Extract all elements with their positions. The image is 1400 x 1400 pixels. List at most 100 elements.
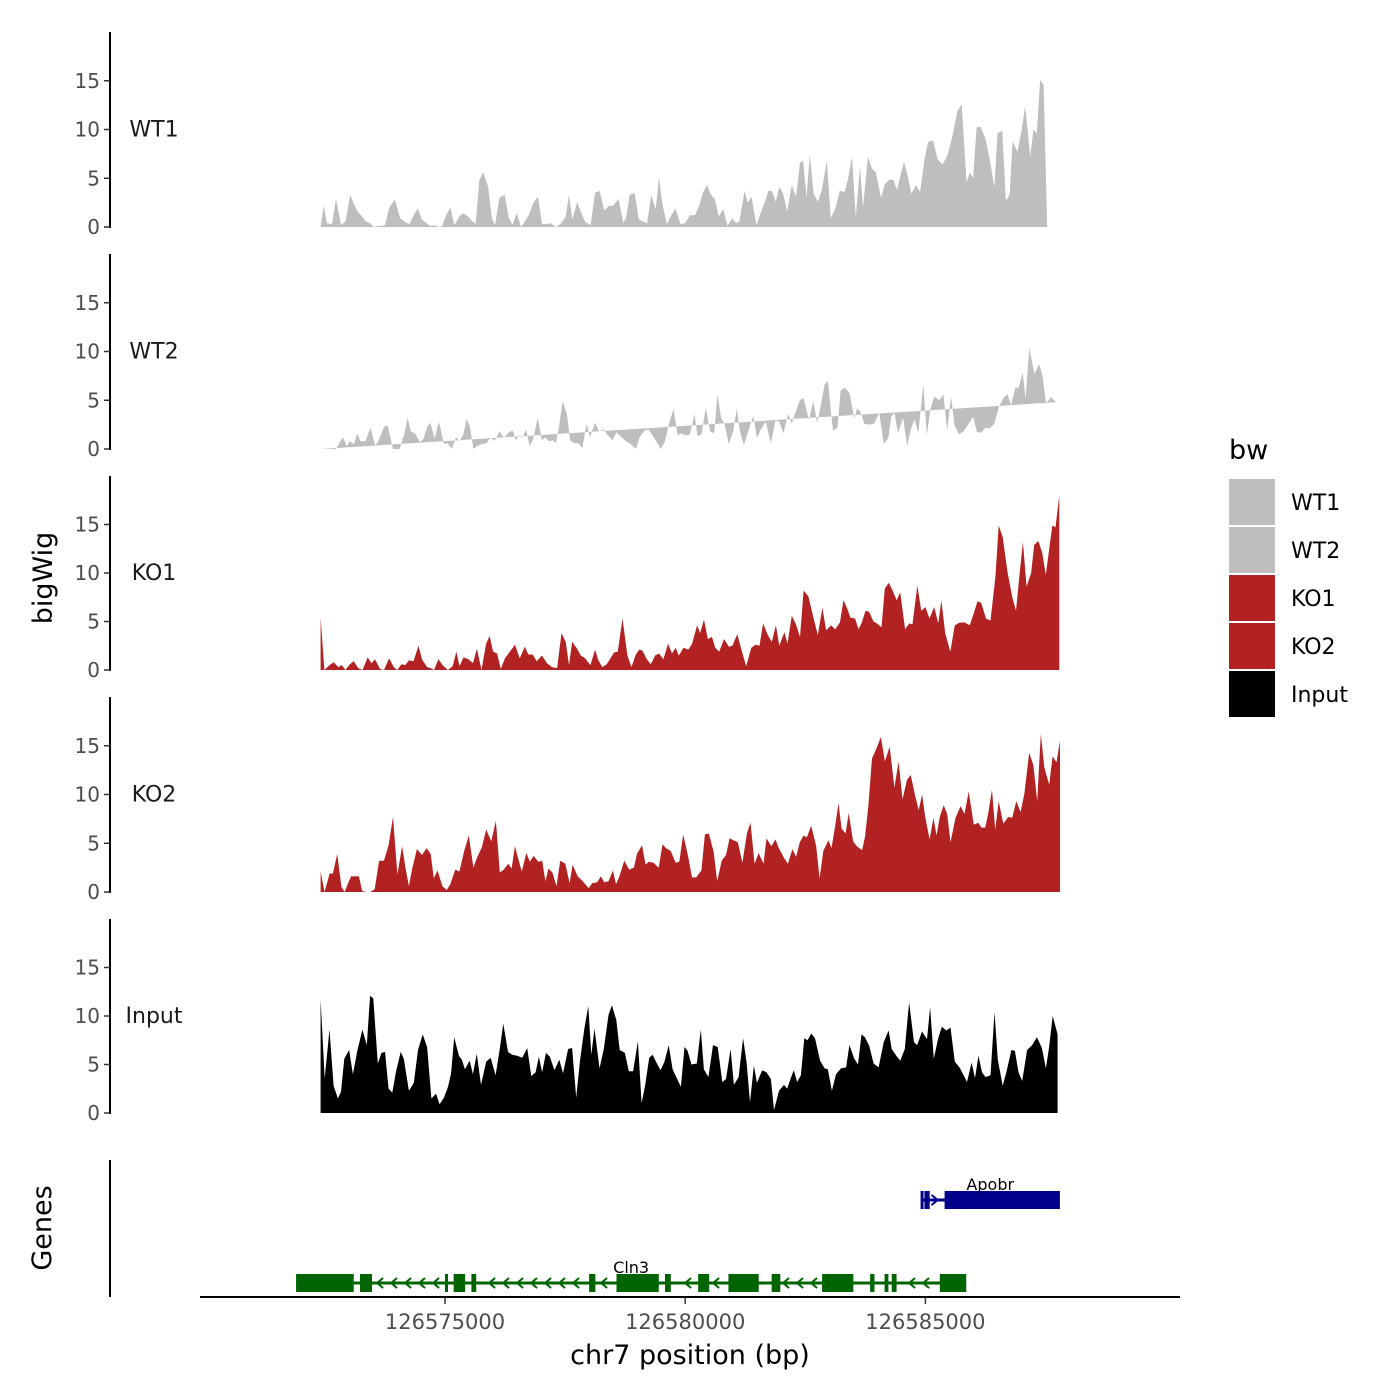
track-panel-ko1: 0 5 10 15 KO1 (75, 476, 1060, 682)
gene-exon (870, 1274, 875, 1292)
strand-chevron (711, 1277, 720, 1289)
y-tick-label: 15 (75, 513, 100, 537)
x-tick-label: 126585000 (865, 1310, 985, 1334)
x-tick-label: 126575000 (385, 1310, 505, 1334)
gene-apobr: Apobr (920, 1175, 1060, 1209)
gene-exon (453, 1274, 466, 1292)
gene-exon (944, 1191, 1060, 1209)
gene-exon (698, 1274, 710, 1292)
track-panel-wt2: 0 5 10 15 WT2 (75, 254, 1057, 461)
x-tick-label: 126580000 (625, 1310, 745, 1334)
strand-chevron (907, 1277, 916, 1289)
y-tick-label: 10 (75, 561, 100, 585)
gene-name-label: Apobr (966, 1175, 1014, 1194)
strand-chevron (403, 1277, 412, 1289)
legend-swatch (1229, 671, 1275, 717)
legend-swatch (1229, 623, 1275, 669)
y-tick-label: 0 (87, 437, 100, 461)
strand-chevron (375, 1277, 384, 1289)
signal-area-input (320, 995, 1058, 1113)
y-tick-label: 15 (75, 734, 100, 758)
signal-area-wt2 (320, 347, 1057, 449)
legend-label: KO1 (1291, 587, 1336, 612)
y-tick-label: 10 (75, 340, 100, 364)
y-tick-label: 10 (75, 118, 100, 142)
legend-item-input: Input (1229, 671, 1348, 717)
y-tick-label: 5 (87, 831, 100, 855)
y-tick-label: 0 (87, 658, 100, 682)
legend-item-wt1: WT1 (1229, 479, 1340, 525)
strand-chevron (529, 1277, 538, 1289)
signal-area-wt1 (320, 79, 1048, 227)
gene-exon (665, 1274, 671, 1292)
gene-exon (920, 1191, 924, 1209)
strand-chevron (795, 1277, 804, 1289)
legend-item-ko2: KO2 (1229, 623, 1336, 669)
strand-chevron (930, 1194, 940, 1206)
gene-exon (359, 1274, 372, 1292)
y-tick-label: 5 (87, 388, 100, 412)
track-label: WT2 (129, 340, 178, 365)
strand-chevron (501, 1277, 510, 1289)
track-label: KO1 (132, 561, 177, 586)
strand-chevron (431, 1277, 440, 1289)
legend-label: WT1 (1291, 491, 1340, 516)
gene-name-label: Cln3 (613, 1258, 649, 1277)
strand-chevron (389, 1277, 398, 1289)
gene-exon (924, 1191, 930, 1209)
strand-chevron (543, 1277, 552, 1289)
gene-exon (891, 1274, 897, 1292)
legend-title: bw (1229, 435, 1268, 466)
y-axis-title: bigWig (28, 532, 59, 625)
gene-exon (589, 1274, 596, 1292)
gene-exon (771, 1274, 781, 1292)
strand-chevron (781, 1277, 790, 1289)
strand-chevron (487, 1277, 496, 1289)
y-tick-label: 0 (87, 1101, 100, 1125)
legend-swatch (1229, 575, 1275, 621)
y-tick-label: 0 (87, 215, 100, 239)
legend-label: KO2 (1291, 635, 1336, 660)
gene-exon (822, 1274, 854, 1292)
legend-swatch (1229, 527, 1275, 573)
track-label: WT1 (129, 118, 178, 143)
y-tick-label: 5 (87, 166, 100, 190)
strand-chevron (599, 1277, 608, 1289)
x-axis-title: chr7 position (bp) (570, 1340, 810, 1371)
gene-cln3: Cln3 (296, 1258, 967, 1292)
track-panel-input: 0 5 10 15 Input (75, 919, 1058, 1125)
strand-chevron (557, 1277, 566, 1289)
legend-item-wt2: WT2 (1229, 527, 1340, 573)
legend-item-ko1: KO1 (1229, 575, 1336, 621)
strand-chevron (571, 1277, 580, 1289)
strand-chevron (417, 1277, 426, 1289)
signal-area-ko1 (320, 495, 1060, 670)
strand-chevron (515, 1277, 524, 1289)
track-panel-ko2: 0 5 10 15 KO2 (75, 697, 1061, 904)
gene-exon (616, 1274, 659, 1292)
strand-chevron (809, 1277, 818, 1289)
y-tick-label: 10 (75, 783, 100, 807)
y-tick-label: 15 (75, 69, 100, 93)
gene-exon (939, 1274, 967, 1292)
gene-exon (445, 1274, 448, 1292)
y-tick-label: 10 (75, 1004, 100, 1028)
track-panel-wt1: 0 5 10 15 WT1 (75, 32, 1048, 239)
legend-label: Input (1291, 683, 1348, 708)
y-tick-label: 5 (87, 610, 100, 634)
genes-panel-title: Genes (27, 1185, 58, 1270)
y-tick-label: 0 (87, 880, 100, 904)
strand-chevron (921, 1277, 930, 1289)
gene-exon (884, 1274, 889, 1292)
gene-exon (296, 1274, 354, 1292)
track-label: Input (126, 1004, 183, 1029)
track-label: KO2 (132, 783, 177, 808)
gene-exon (728, 1274, 759, 1292)
legend-label: WT2 (1291, 539, 1340, 564)
signal-area-ko2 (320, 734, 1061, 892)
legend-swatch (1229, 479, 1275, 525)
y-tick-label: 15 (75, 291, 100, 315)
strand-chevron (683, 1277, 692, 1289)
gene-exon (471, 1274, 477, 1292)
